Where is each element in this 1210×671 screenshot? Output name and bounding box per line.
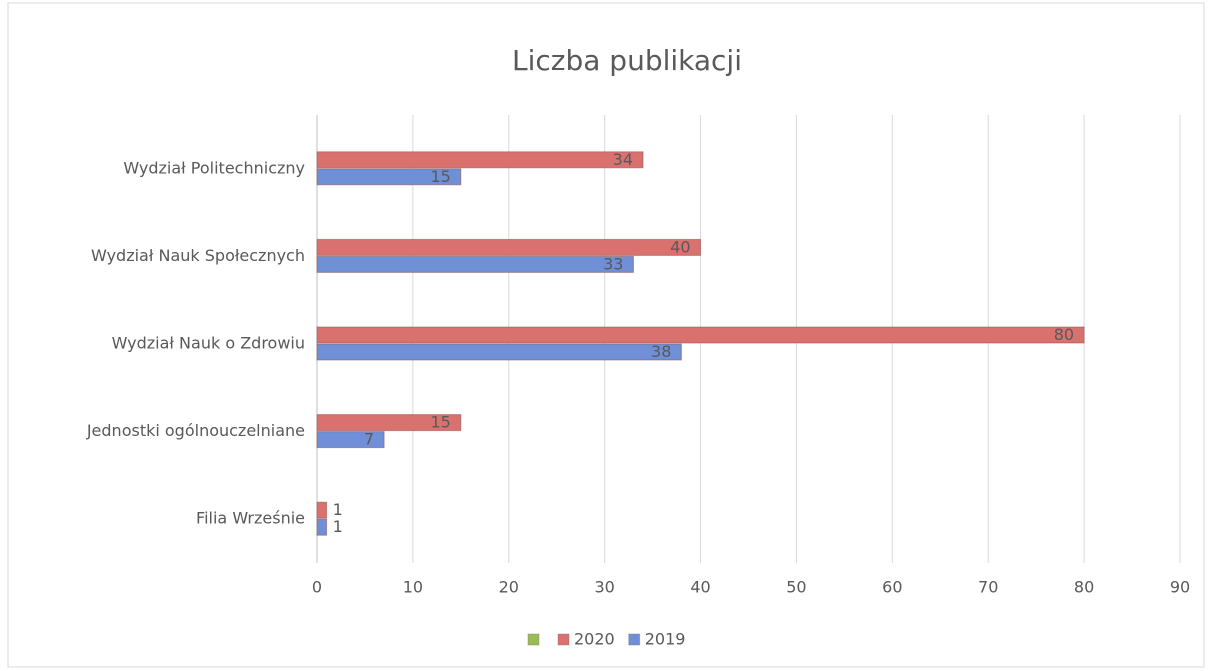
data-label: 7: [364, 430, 374, 449]
chart-title: Liczba publikacji: [512, 44, 742, 77]
y-tick-label: Jednostki ogólnouczelniane: [86, 421, 305, 440]
bar: [316, 326, 1085, 344]
data-label: 15: [430, 413, 450, 432]
x-tick-label: 40: [690, 578, 710, 597]
data-label: 1: [333, 517, 343, 536]
y-tick-label: Wydział Nauk Społecznych: [91, 246, 305, 265]
bar: [316, 501, 328, 519]
x-tick-label: 10: [403, 578, 423, 597]
x-tick-label: 0: [312, 578, 322, 597]
y-tick-label: Wydział Nauk o Zdrowiu: [112, 334, 305, 353]
legend-swatch: [628, 633, 641, 646]
y-tick-label: Wydział Politechniczny: [123, 158, 305, 177]
x-tick-label: 70: [978, 578, 998, 597]
data-label: 80: [1054, 325, 1074, 344]
y-tick-label: Filia Wrześnie: [196, 509, 305, 528]
bar: [316, 168, 462, 186]
data-label: 40: [670, 237, 690, 256]
data-label: 15: [430, 167, 450, 186]
bar: [316, 431, 385, 449]
legend-swatch: [527, 633, 540, 646]
x-tick-label: 90: [1170, 578, 1190, 597]
x-tick-label: 30: [594, 578, 614, 597]
bar: [316, 518, 328, 536]
legend-label: 2020: [574, 630, 615, 649]
bar: [316, 238, 702, 256]
x-tick-label: 50: [786, 578, 806, 597]
x-tick-label: 20: [499, 578, 519, 597]
bar: [316, 343, 682, 361]
bar: [316, 151, 644, 169]
legend-swatch: [557, 633, 570, 646]
data-label: 38: [651, 342, 671, 361]
legend-label: 2019: [645, 630, 686, 649]
data-label: 1: [333, 500, 343, 519]
x-tick-label: 80: [1074, 578, 1094, 597]
bar: [316, 255, 634, 273]
data-label: 33: [603, 254, 623, 273]
bar: [316, 414, 462, 432]
x-tick-label: 60: [882, 578, 902, 597]
data-label: 34: [613, 150, 633, 169]
